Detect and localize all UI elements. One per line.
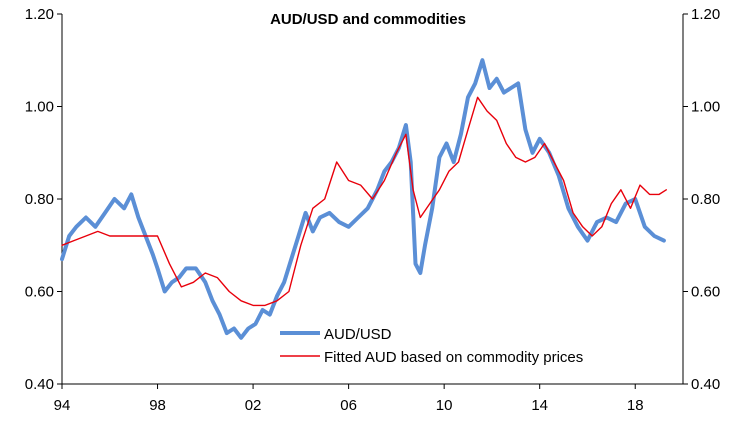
- legend-label-fitted: Fitted AUD based on commodity prices: [324, 349, 583, 366]
- left-y-tick-label: 1.00: [25, 99, 54, 116]
- series-layer: [60, 58, 667, 340]
- x-axis: 94 98 02 06 10 14 18: [54, 384, 644, 414]
- legend: AUD/USD Fitted AUD based on commodity pr…: [280, 326, 583, 366]
- chart-title: AUD/USD and commodities: [270, 11, 466, 28]
- left-y-tick-label: 0.40: [25, 376, 54, 393]
- x-tick-label: 14: [531, 397, 548, 414]
- series-line-audusd: [60, 58, 666, 340]
- right-y-tick-label: 1.20: [691, 6, 720, 23]
- left-y-axis: 0.40 0.60 0.80 1.00 1.20: [25, 6, 62, 393]
- legend-label-audusd: AUD/USD: [324, 326, 392, 343]
- right-y-tick-label: 0.80: [691, 191, 720, 208]
- x-tick-label: 94: [54, 397, 71, 414]
- left-y-tick-label: 1.20: [25, 6, 54, 23]
- right-y-tick-label: 0.40: [691, 376, 720, 393]
- left-y-tick-label: 0.80: [25, 191, 54, 208]
- x-tick-label: 18: [627, 397, 644, 414]
- x-tick-label: 06: [340, 397, 357, 414]
- x-tick-label: 10: [436, 397, 453, 414]
- series-line-fitted-aud: [61, 96, 667, 307]
- left-y-tick-label: 0.60: [25, 284, 54, 301]
- x-tick-label: 02: [245, 397, 262, 414]
- x-tick-label: 98: [149, 397, 166, 414]
- right-y-tick-label: 1.00: [691, 99, 720, 116]
- right-y-axis: 0.40 0.60 0.80 1.00 1.20: [683, 6, 720, 393]
- right-y-tick-label: 0.60: [691, 284, 720, 301]
